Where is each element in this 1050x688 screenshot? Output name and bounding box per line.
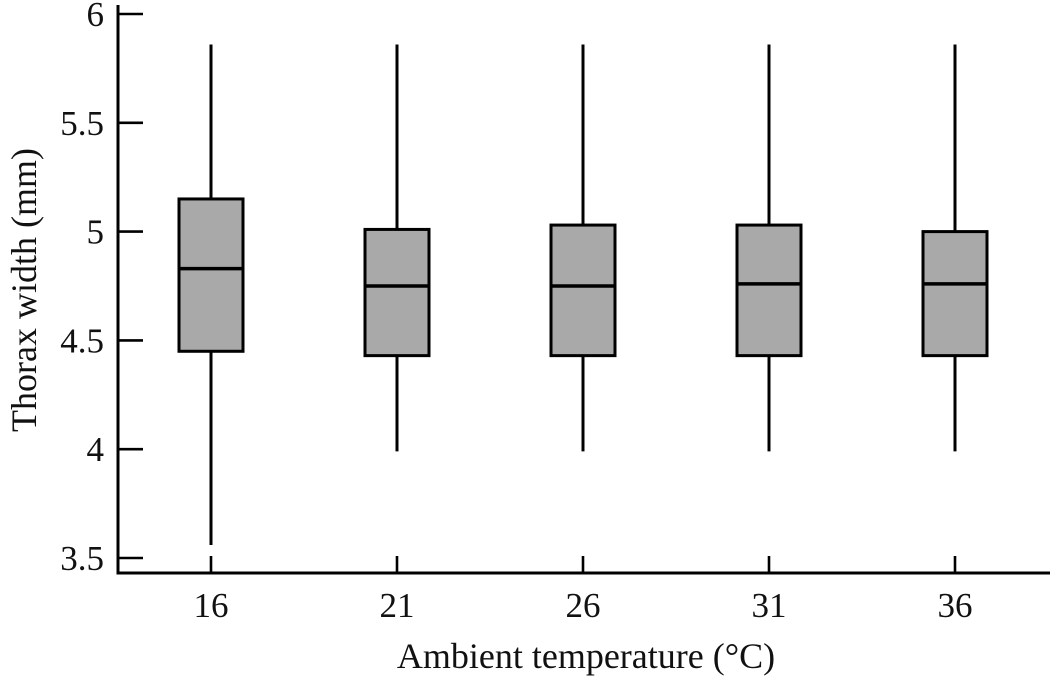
y-tick-label: 5 [87,213,105,252]
x-tick-label: 31 [752,586,787,625]
x-tick-label: 36 [938,586,973,625]
x-tick-label: 16 [194,586,229,625]
y-axis-title: Thorax width (mm) [4,148,44,432]
plot-area: 6 5.5 5 4.5 4 3.5 16 21 26 31 36 [60,0,1050,625]
y-tick-label: 3.5 [60,539,104,578]
x-axis-title: Ambient temperature (°C) [397,636,775,676]
box-21 [363,227,431,358]
box-31 [735,223,803,358]
y-tick-label: 6 [87,0,105,34]
y-tick-label: 4.5 [60,321,104,360]
y-tick-label: 4 [87,430,105,469]
x-tick-label: 26 [566,586,601,625]
y-tick-label: 5.5 [60,104,104,143]
box-36 [921,230,989,358]
x-tick-label: 21 [380,586,415,625]
box-16 [177,197,245,353]
box-26 [549,223,617,358]
